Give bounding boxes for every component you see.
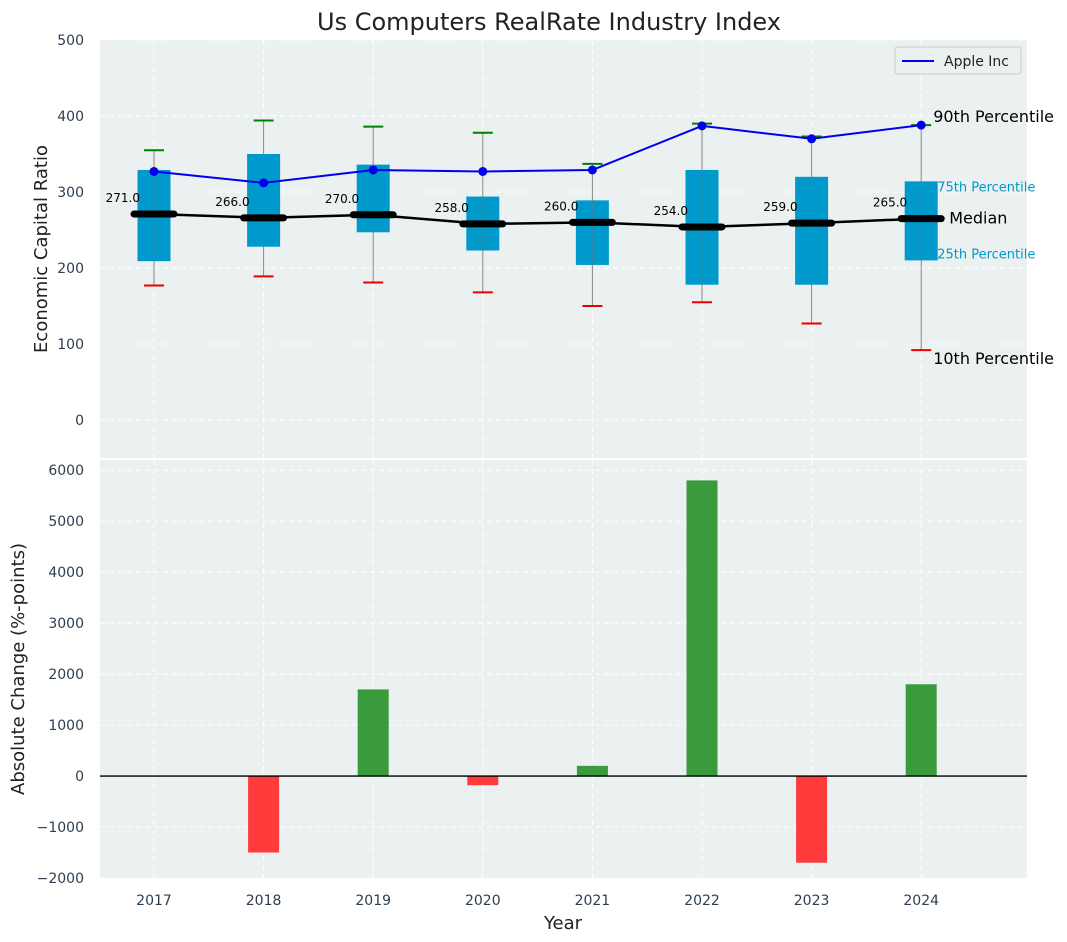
series-point-apple bbox=[478, 166, 488, 176]
change-bar bbox=[357, 689, 389, 777]
annotation-p10: 10th Percentile bbox=[933, 349, 1054, 368]
bottom-y-tick-label: 3000 bbox=[48, 616, 84, 632]
annotation-p90: 90th Percentile bbox=[933, 107, 1054, 126]
bottom-y-ticks: −2000 −1000 0 1000 2000 3000 4000 5000 6000 bbox=[37, 463, 84, 887]
median-value-label: 259.0 bbox=[763, 200, 797, 214]
series-point-apple bbox=[149, 166, 159, 176]
change-bar bbox=[905, 684, 937, 777]
top-annotations: 90th Percentile 75th Percentile Median 25th… bbox=[933, 107, 1054, 368]
bottom-x-axis-label: Year bbox=[543, 913, 583, 934]
x-tick-label: 2020 bbox=[465, 893, 501, 909]
bottom-x-ticks: 2017 2018 2019 2020 2021 2022 2023 2024 bbox=[136, 893, 939, 909]
top-y-tick-label: 200 bbox=[57, 261, 84, 277]
bottom-y-axis-label: Absolute Change (%-points) bbox=[8, 543, 29, 795]
change-bar bbox=[248, 776, 280, 853]
change-bar bbox=[796, 776, 828, 863]
x-tick-label: 2019 bbox=[355, 893, 391, 909]
bottom-y-tick-label: 5000 bbox=[48, 514, 84, 530]
bottom-y-tick-label: 1000 bbox=[48, 718, 84, 734]
series-point-apple bbox=[916, 120, 926, 130]
top-y-tick-label: 100 bbox=[57, 337, 84, 353]
bottom-y-tick-label: −1000 bbox=[37, 820, 84, 836]
bottom-y-tick-label: 0 bbox=[75, 769, 84, 785]
series-point-apple bbox=[807, 134, 817, 144]
bottom-y-tick-label: 4000 bbox=[48, 565, 84, 581]
legend-label-apple: Apple Inc bbox=[944, 54, 1009, 70]
series-point-apple bbox=[259, 178, 269, 188]
annotation-median: Median bbox=[949, 209, 1007, 228]
annotation-p25: 25th Percentile bbox=[937, 247, 1035, 262]
top-y-tick-label: 300 bbox=[57, 185, 84, 201]
median-value-label: 270.0 bbox=[325, 192, 359, 206]
median-value-label: 271.0 bbox=[106, 191, 140, 205]
bottom-y-tick-label: 2000 bbox=[48, 667, 84, 683]
series-point-apple bbox=[697, 121, 707, 131]
x-tick-label: 2021 bbox=[575, 893, 611, 909]
x-tick-label: 2022 bbox=[684, 893, 720, 909]
x-tick-label: 2018 bbox=[246, 893, 282, 909]
legend-box bbox=[894, 46, 1022, 75]
top-y-ticks: 0 100 200 300 400 500 bbox=[57, 33, 84, 429]
top-boxes: 271.0 266.0 270.0 258.0 260.0 254.0 259.0 265.0 bbox=[106, 119, 945, 352]
change-bar bbox=[686, 480, 718, 777]
series-point-apple bbox=[368, 165, 378, 175]
x-tick-label: 2024 bbox=[903, 893, 939, 909]
median-value-label: 258.0 bbox=[434, 201, 468, 215]
top-y-axis-label: Economic Capital Ratio bbox=[31, 145, 52, 353]
change-bar bbox=[467, 776, 499, 786]
x-tick-label: 2023 bbox=[794, 893, 830, 909]
x-tick-label: 2017 bbox=[136, 893, 172, 909]
bottom-y-tick-label: 6000 bbox=[48, 463, 84, 479]
top-y-tick-label: 0 bbox=[75, 413, 84, 429]
top-plot-area bbox=[100, 40, 1027, 458]
top-y-tick-label: 400 bbox=[57, 109, 84, 125]
median-value-label: 260.0 bbox=[544, 199, 578, 213]
median-value-label: 266.0 bbox=[215, 195, 249, 209]
change-bar bbox=[576, 765, 608, 777]
median-value-label: 254.0 bbox=[654, 204, 688, 218]
median-value-label: 265.0 bbox=[873, 196, 907, 210]
bottom-y-tick-label: −2000 bbox=[37, 871, 84, 887]
bottom-plot-area bbox=[100, 460, 1027, 878]
top-y-tick-label: 500 bbox=[57, 33, 84, 49]
legend: Apple Inc bbox=[894, 46, 1022, 75]
annotation-p75: 75th Percentile bbox=[937, 180, 1035, 195]
series-line-apple bbox=[153, 124, 922, 184]
series-point-apple bbox=[587, 165, 597, 175]
chart-title: Us Computers RealRate Industry Index bbox=[317, 8, 781, 36]
bottom-bars bbox=[100, 480, 1027, 863]
